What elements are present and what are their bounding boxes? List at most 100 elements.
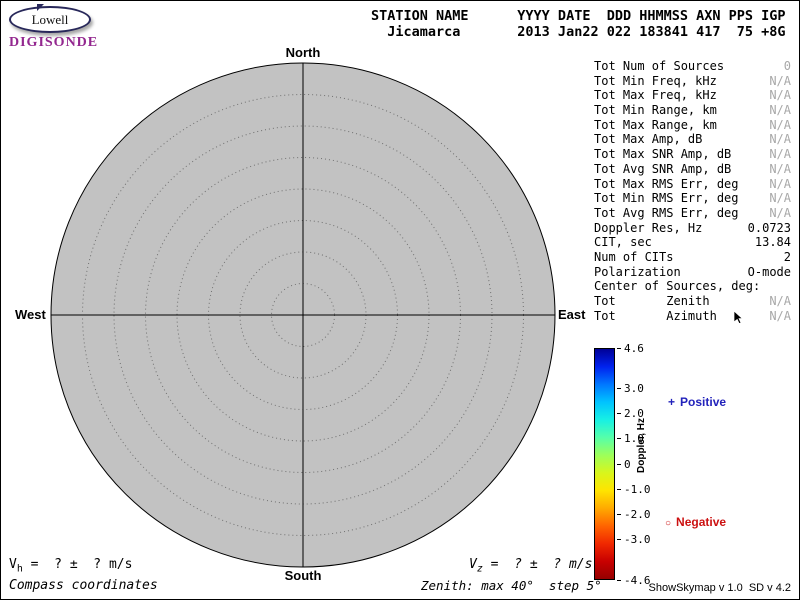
compass-label-north: North <box>285 45 321 60</box>
colorbar-tick <box>617 488 621 490</box>
stat-row: Tot Max Freq, kHz N/A <box>594 88 791 103</box>
stat-row: Tot Min Freq, kHz N/A <box>594 74 791 89</box>
compass-label-west: West <box>15 307 46 322</box>
legend-positive-label: Positive <box>680 395 727 409</box>
stat-value: N/A <box>769 205 791 220</box>
stats-panel: Tot Num of Sources 0 Tot Min Freq, kHz N/A T… <box>594 59 791 323</box>
colorbar-tick-label: 4.6 <box>624 341 644 355</box>
stat-row: Tot Max RMS Err, deg N/A <box>594 177 791 192</box>
colorbar-tick-label: 1.0 <box>624 432 644 446</box>
colorbar-tick <box>617 463 621 465</box>
colorbar-ticks: 4.6 3.0 2.0 1.0 0 -1.0 -2.0 -3.0 -4.6 <box>617 342 657 587</box>
vertical-velocity-readout: Vz = ? ± ? m/s <box>469 557 592 575</box>
colorbar-tick <box>617 579 621 581</box>
stat-label: Tot Max Amp, dB <box>594 132 703 147</box>
stat-value: 0 <box>783 59 791 73</box>
stat-value: 13.84 <box>754 235 791 250</box>
doppler-colorbar <box>594 348 615 580</box>
stat-row: Tot Min Range, km N/A <box>594 103 791 118</box>
compass-label-east: East <box>558 307 586 322</box>
stat-label: Tot Max RMS Err, deg <box>594 176 739 191</box>
header-column-titles: STATION NAME YYYY DATE DDD HHMMSS AXN PP… <box>371 8 786 24</box>
vz-subscript: z <box>476 563 483 575</box>
stat-row: Center of Sources, deg: <box>594 279 791 294</box>
stat-value: O-mode <box>747 264 791 279</box>
stat-row: Tot Avg RMS Err, deg N/A <box>594 206 791 221</box>
stat-value: N/A <box>769 147 791 162</box>
lowell-logo-text: Lowell <box>31 11 69 27</box>
stat-label: Tot Min RMS Err, deg <box>594 191 739 206</box>
stat-label: Tot Num of Sources <box>594 59 725 73</box>
stat-row: Tot Num of Sources 0 <box>594 59 791 74</box>
plus-marker-icon: + <box>668 395 676 409</box>
skymap-plot <box>50 62 556 568</box>
horizontal-velocity-readout: Vh = ? ± ? m/s <box>9 557 132 575</box>
stat-label: Center of Sources, deg: <box>594 279 761 294</box>
colorbar-tick-label: -1.0 <box>624 482 651 496</box>
vz-value: = ? ± ? m/s <box>482 557 593 572</box>
vh-subscript: h <box>16 563 23 575</box>
stat-label: Tot Max SNR Amp, dB <box>594 147 732 162</box>
stat-value: N/A <box>769 294 791 308</box>
digisonde-wordmark: DIGISONDE <box>9 35 99 50</box>
station-header: STATION NAME YYYY DATE DDD HHMMSS AXN PP… <box>371 8 786 40</box>
stat-label: Doppler Res, Hz <box>594 220 703 235</box>
compass-label-south: South <box>284 568 322 583</box>
colorbar-tick-label: 0 <box>624 457 631 471</box>
stat-row: Num of CITs 2 <box>594 250 791 265</box>
stat-label: Polarization <box>594 264 681 279</box>
colorbar-tick <box>617 539 621 541</box>
colorbar-tick-label: -3.0 <box>624 533 651 547</box>
stat-row: Tot Zenith N/A <box>594 294 791 309</box>
stat-label: Tot Azimuth <box>594 308 717 323</box>
stat-label: Num of CITs <box>594 249 674 264</box>
stat-row: Tot Max Amp, dB N/A <box>594 132 791 147</box>
stat-value: N/A <box>769 73 791 88</box>
stat-value: N/A <box>769 176 791 191</box>
circle-marker-icon: ○ <box>665 518 672 529</box>
colorbar-tick <box>617 387 621 389</box>
stat-row: Polarization O-mode <box>594 265 791 280</box>
colorbar-title-text: Doppler, Hz <box>636 417 647 473</box>
lowell-flag-icon <box>37 4 44 11</box>
stat-row: Tot Min RMS Err, deg N/A <box>594 191 791 206</box>
stat-value: N/A <box>769 132 791 147</box>
colorbar-tick-label: -4.6 <box>624 573 651 587</box>
stat-row: Tot Max SNR Amp, dB N/A <box>594 147 791 162</box>
legend-negative: ○ Negative <box>665 515 726 529</box>
stat-label: Tot Min Range, km <box>594 103 717 118</box>
stat-value: N/A <box>769 117 791 132</box>
vh-value: = ? ± ? m/s <box>22 557 133 572</box>
stat-value: 2 <box>783 249 791 264</box>
stat-label: Tot Max Freq, kHz <box>594 88 717 103</box>
stat-value: 0.0723 <box>747 220 791 235</box>
stat-value: N/A <box>769 103 791 118</box>
mouse-cursor <box>734 311 744 325</box>
stat-value: N/A <box>769 191 791 206</box>
stat-row: Tot Azimuth N/A <box>594 309 791 324</box>
colorbar-tick <box>617 513 621 515</box>
colorbar-tick-label: -2.0 <box>624 507 651 521</box>
colorbar-tick <box>617 413 621 415</box>
coordinate-system-label: Compass coordinates <box>9 578 158 593</box>
stat-label: Tot Avg RMS Err, deg <box>594 205 739 220</box>
stat-label: Tot Max Range, km <box>594 117 717 132</box>
stat-label: Tot Avg SNR Amp, dB <box>594 161 732 176</box>
version-label: ShowSkymap v 1.0 SD v 4.2 <box>648 582 791 594</box>
stat-value: N/A <box>769 308 791 323</box>
stat-row: Doppler Res, Hz 0.0723 <box>594 221 791 236</box>
stat-value: N/A <box>769 88 791 103</box>
colorbar-tick-label: 2.0 <box>624 407 644 421</box>
zenith-scale-label: Zenith: max 40° step 5° <box>421 578 602 593</box>
stat-row: Tot Avg SNR Amp, dB N/A <box>594 162 791 177</box>
stat-label: CIT, sec <box>594 235 652 250</box>
legend-positive: + Positive <box>668 395 726 409</box>
colorbar-tick-label: 3.0 <box>624 381 644 395</box>
lowell-digisonde-logo: Lowell DIGISONDE <box>9 4 99 51</box>
stat-label: Tot Zenith <box>594 294 710 308</box>
stat-row: CIT, sec 13.84 <box>594 235 791 250</box>
stat-row: Tot Max Range, km N/A <box>594 118 791 133</box>
colorbar-tick <box>617 438 621 440</box>
colorbar-tick <box>617 347 621 349</box>
